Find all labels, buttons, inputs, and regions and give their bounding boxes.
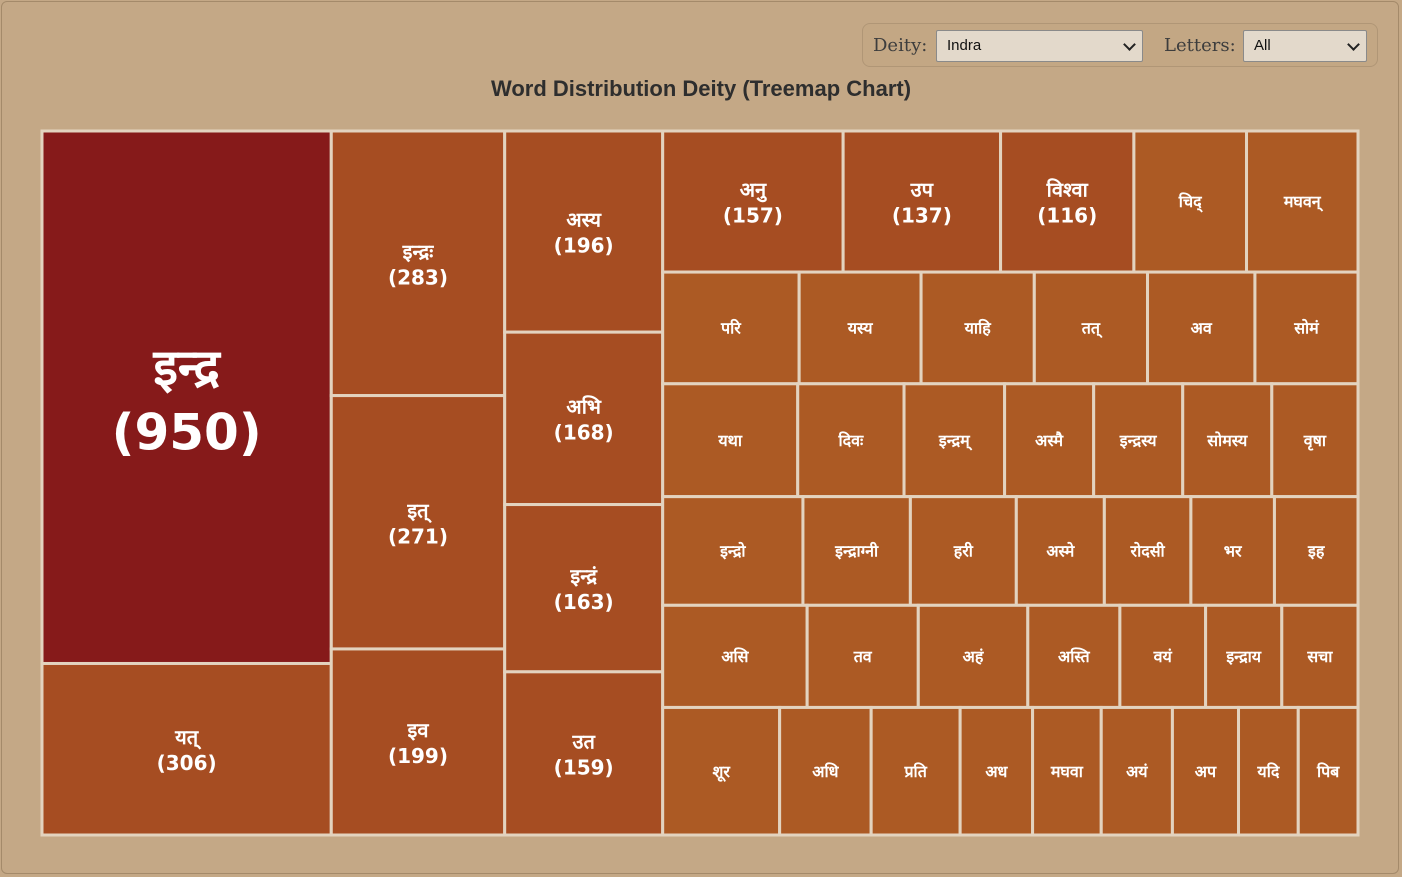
treemap-cell-label: सोमस्य xyxy=(1206,431,1248,450)
treemap-cell-label: अस्ति xyxy=(1058,647,1091,666)
treemap-cell[interactable] xyxy=(908,495,1018,607)
treemap-cell-label: दिवः xyxy=(837,431,864,450)
treemap-cell-label: अधि xyxy=(812,762,839,781)
treemap-cell-label: इन्द्रो xyxy=(719,542,746,561)
treemap-cell[interactable] xyxy=(1031,705,1103,837)
treemap-cell-label: भर xyxy=(1224,542,1243,561)
treemap-cell[interactable] xyxy=(919,270,1036,386)
treemap-cell-label: यत् xyxy=(174,725,202,750)
letters-select[interactable]: All xyxy=(1243,30,1367,62)
treemap-cell-label: इन्द्रस्य xyxy=(1119,431,1158,450)
letters-label: Letters: xyxy=(1164,35,1236,56)
treemap-cell-label: हरी xyxy=(953,542,974,561)
treemap-cell-label: यदि xyxy=(1256,762,1279,781)
treemap-cell-label: रोदसी xyxy=(1130,542,1166,561)
treemap-cell-value: (163) xyxy=(554,590,614,614)
treemap-cell-value: (283) xyxy=(388,265,448,289)
treemap-cell[interactable] xyxy=(805,603,920,709)
treemap-cell[interactable] xyxy=(1118,603,1208,709)
treemap-cell-value: (196) xyxy=(554,234,614,258)
treemap-cell-label: प्रति xyxy=(903,762,927,781)
treemap-cell[interactable] xyxy=(1204,603,1284,709)
letters-select-value: All xyxy=(1254,37,1271,54)
treemap-cell-label: इव xyxy=(407,718,430,742)
treemap-cell-label: विश्वा xyxy=(1046,178,1089,202)
treemap-cell-label: वयं xyxy=(1153,647,1173,666)
treemap-cell-label: अस्य xyxy=(566,208,602,232)
treemap-cell[interactable] xyxy=(958,705,1035,837)
treemap-cell-label: अव xyxy=(1191,319,1213,338)
treemap-cell-label: अयं xyxy=(1126,762,1148,781)
treemap-cell[interactable] xyxy=(796,382,906,499)
treemap-cell-label: इह xyxy=(1307,542,1326,561)
treemap-cell[interactable] xyxy=(661,270,801,386)
treemap-cell[interactable] xyxy=(1132,129,1249,274)
treemap-cell-label: अस्मे xyxy=(1046,542,1075,561)
treemap-cell-value: (168) xyxy=(554,420,614,444)
chart-title: Word Distribution Deity (Treemap Chart) xyxy=(490,76,912,101)
treemap-cell-label: यस्य xyxy=(847,319,874,338)
treemap-cell-label: अहं xyxy=(963,647,985,666)
treemap-cell-value: (159) xyxy=(554,755,614,779)
filter-controls: Deity: Indra Letters: All xyxy=(862,23,1378,67)
treemap-cell[interactable] xyxy=(661,382,800,499)
treemap-cell[interactable] xyxy=(661,705,782,837)
treemap-cell-label: इन्द्र xyxy=(152,339,221,397)
deity-label: Deity: xyxy=(873,35,928,56)
treemap-cell-label: इन्द्राय xyxy=(1225,647,1261,666)
treemap-cell-label: अध xyxy=(985,762,1008,781)
deity-select[interactable]: Indra xyxy=(936,30,1143,62)
treemap-cell-label: सचा xyxy=(1306,647,1333,666)
treemap-cell-value: (199) xyxy=(388,744,448,768)
treemap-cell-label: मघवन् xyxy=(1283,192,1324,212)
treemap-cell-label: शूर xyxy=(712,762,731,782)
treemap-cell[interactable] xyxy=(1253,270,1360,386)
treemap-cell-value: (116) xyxy=(1037,204,1097,228)
treemap-cell-label: इन्द्रम् xyxy=(938,431,973,451)
treemap-cell-label: मघवा xyxy=(1050,762,1084,781)
treemap-cell-value: (950) xyxy=(112,404,262,462)
treemap-cell-label: इत् xyxy=(406,498,432,523)
treemap-cell-label: वृषा xyxy=(1303,431,1327,451)
deity-select-value: Indra xyxy=(947,37,982,54)
treemap-cell[interactable] xyxy=(1102,495,1193,607)
treemap-cell[interactable] xyxy=(503,129,665,334)
treemap-cell-label: यथा xyxy=(717,431,743,450)
treemap-cell-label: परि xyxy=(720,319,742,338)
treemap-cell[interactable] xyxy=(902,382,1007,499)
treemap-cell-label: याहि xyxy=(964,319,993,338)
treemap-cell-label: असि xyxy=(721,647,749,666)
treemap-cell-value: (137) xyxy=(892,204,952,228)
treemap-cell[interactable] xyxy=(329,394,507,651)
treemap-cell-label: अनु xyxy=(740,178,767,203)
treemap-cell-label: इन्द्रं xyxy=(569,564,598,588)
treemap-cell[interactable] xyxy=(329,647,507,837)
treemap-cell-value: (306) xyxy=(157,751,217,775)
treemap-cell[interactable] xyxy=(1245,129,1360,274)
treemap-cell[interactable] xyxy=(1296,705,1360,837)
treemap-cell-label: सोमं xyxy=(1293,319,1320,338)
treemap-cell-label: अभि xyxy=(566,394,601,418)
treemap-cell[interactable] xyxy=(1146,270,1257,386)
treemap-cell[interactable] xyxy=(1170,705,1241,837)
treemap-cell[interactable] xyxy=(503,670,665,837)
treemap-cell[interactable] xyxy=(1237,705,1300,837)
treemap-cell[interactable] xyxy=(40,129,333,665)
treemap-cell-label: चिद् xyxy=(1178,192,1203,213)
treemap-cell-label: उत xyxy=(572,729,597,753)
treemap-cell-label: अस्मै xyxy=(1035,431,1064,450)
treemap-cell-label: उप xyxy=(910,178,935,202)
treemap-cell-label: तत् xyxy=(1081,319,1103,339)
treemap-cell-value: (271) xyxy=(388,524,448,548)
treemap-cell-label: पिब xyxy=(1316,762,1340,781)
treemap-cell-label: अप xyxy=(1195,762,1217,781)
treemap-cell[interactable] xyxy=(778,705,873,837)
treemap-cell-value: (157) xyxy=(723,204,783,228)
treemap-cell-label: इन्द्रः xyxy=(402,239,435,263)
treemap-cell-label: इन्द्राग्नी xyxy=(834,542,879,561)
treemap-cell[interactable] xyxy=(1280,603,1360,709)
treemap-cell-label: तव xyxy=(853,647,873,666)
treemap-cell[interactable] xyxy=(503,330,665,507)
